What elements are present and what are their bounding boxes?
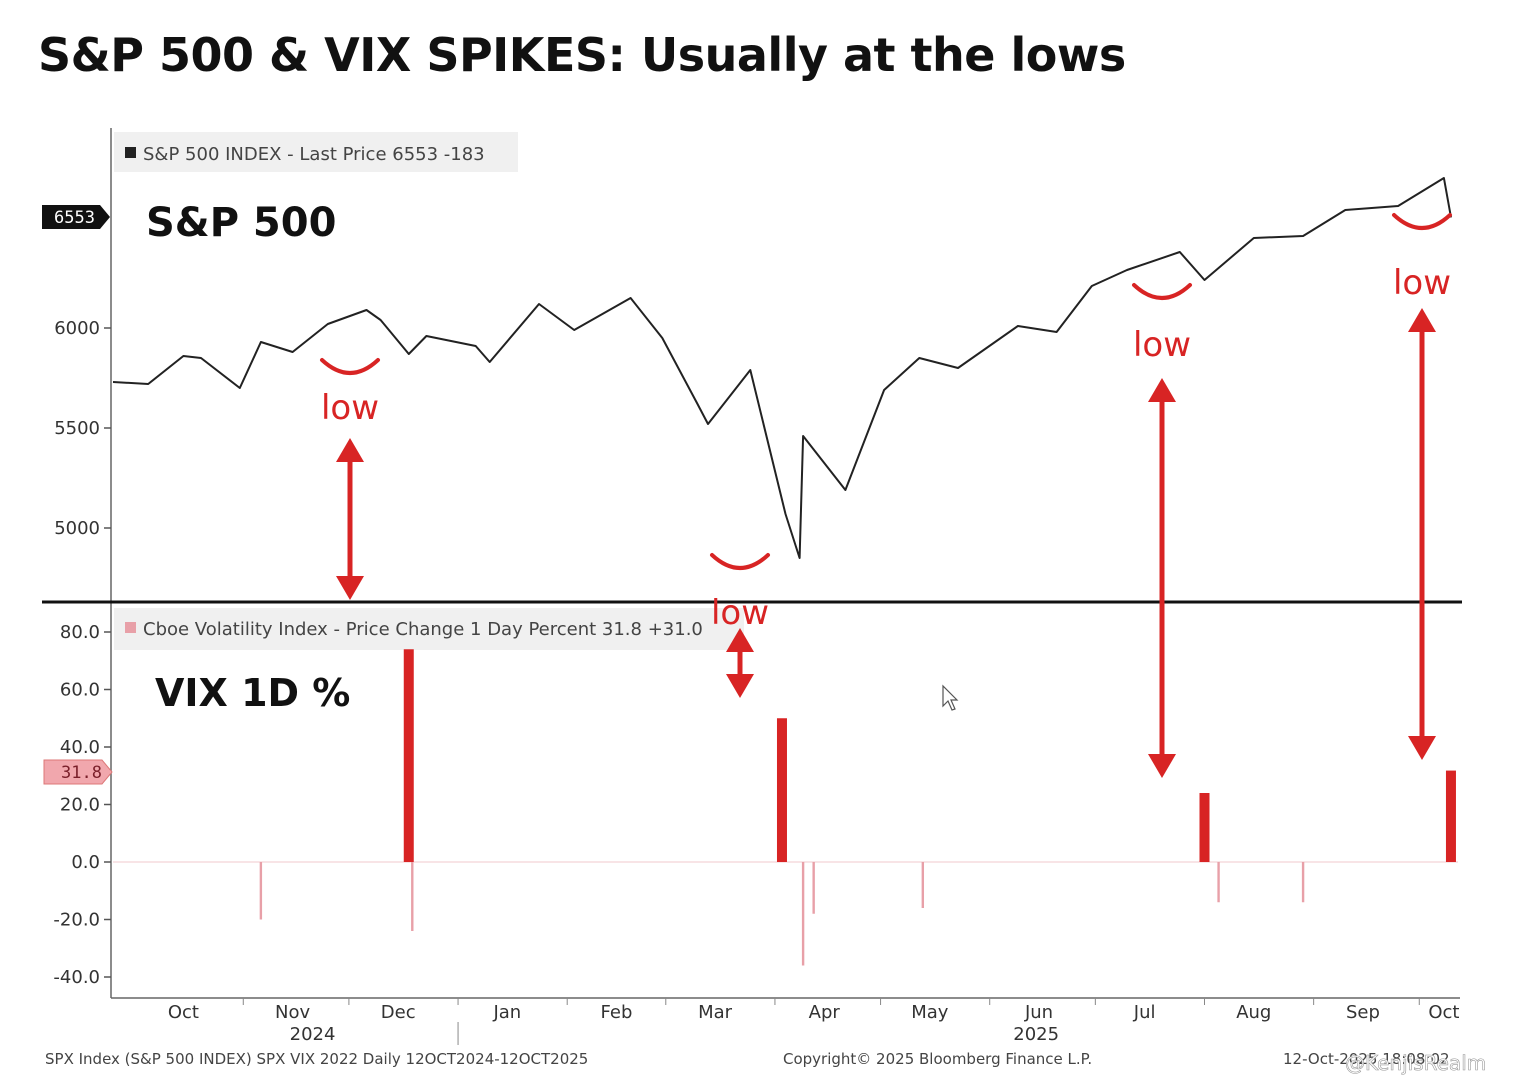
footer-source: SPX Index (S&P 500 INDEX) SPX VIX 2022 D… [45,1050,588,1068]
spx-last-price-badge: 6553 [42,205,110,229]
vix-legend-text: Cboe Volatility Index - Price Change 1 D… [143,619,703,640]
vix-last-value-badge: 31.8 [43,759,113,785]
vix-last-value-badge-text: 31.8 [61,763,102,783]
vix-bar [921,862,925,908]
vix-spike-bar [403,649,414,862]
mouse-cursor-icon [942,684,959,711]
vix-bar [259,862,263,920]
x-month-label: Oct [1428,1002,1459,1023]
arrow-up-icon [336,438,364,462]
vix-spike-bar [1445,770,1456,862]
vix-panel-label: VIX 1D % [155,671,350,715]
vix-bar [1301,862,1305,903]
spx-legend-swatch [125,147,136,158]
low-smile-mark [320,358,380,375]
vix-bar [411,862,414,931]
spx-y-tick-label: 5000 [54,518,100,539]
vix-y-tick-label: -20.0 [53,910,100,931]
low-label: low [1393,263,1451,303]
vix-spike-bar [1199,793,1210,862]
x-year-label: 2025 [1013,1024,1059,1045]
vix-y-tick-label: 40.0 [60,737,100,758]
vix-bar [812,862,815,914]
low-label: low [1133,325,1191,365]
x-month-label: Jun [1024,1002,1053,1023]
page-title: S&P 500 & VIX SPIKES: Usually at the low… [38,28,1126,82]
spx-y-tick-label: 5500 [54,418,100,439]
low-smile-mark [710,553,770,570]
vix-y-tick-label: 20.0 [60,795,100,816]
spx-legend-text: S&P 500 INDEX - Last Price 6553 -183 [143,144,485,165]
arrow-up-icon [1408,308,1436,332]
arrow-down-icon [336,576,364,600]
arrow-down-icon [1148,754,1176,778]
arrow-down-icon [1408,736,1436,760]
watermark: @KenjisRealm [1345,1051,1486,1075]
x-month-label: Dec [381,1002,416,1023]
x-month-label: Jul [1133,1002,1156,1023]
vix-bar [801,862,805,966]
vix-bar [1217,862,1220,903]
x-year-label: 2024 [290,1024,336,1045]
x-month-label: Mar [698,1002,733,1023]
footer-copyright: Copyright© 2025 Bloomberg Finance L.P. [783,1050,1092,1068]
x-month-label: Jan [492,1002,521,1023]
vix-y-tick-label: 80.0 [60,622,100,643]
low-smile-mark [1392,213,1452,230]
spx-y-tick-label: 6000 [54,318,100,339]
x-month-label: Sep [1346,1002,1380,1023]
low-smile-mark [1132,283,1192,300]
arrow-down-icon [726,674,754,698]
x-month-label: Aug [1236,1002,1271,1023]
vix-legend-swatch [125,622,136,633]
spx-panel-label: S&P 500 [146,200,336,246]
vix-legend-box [114,608,744,650]
x-month-label: Oct [168,1002,199,1023]
arrow-up-icon [1148,378,1176,402]
spx-price-line [112,177,1452,559]
footer-timestamp: 12-Oct-2025 18:08:02 [1283,1050,1450,1068]
low-label: low [321,388,379,428]
vix-y-tick-label: 0.0 [71,852,100,873]
x-month-label: Feb [601,1002,633,1023]
x-month-label: Nov [275,1002,310,1023]
arrow-up-icon [726,628,754,652]
vix-spike-bar [776,718,787,862]
spx-last-price-badge-text: 6553 [54,208,95,228]
vix-y-tick-label: -40.0 [53,967,100,988]
spx-legend-box [114,132,518,172]
low-label: low [711,593,769,633]
x-month-label: Apr [809,1002,841,1023]
vix-y-tick-label: 60.0 [60,680,100,701]
x-month-label: May [911,1002,949,1023]
